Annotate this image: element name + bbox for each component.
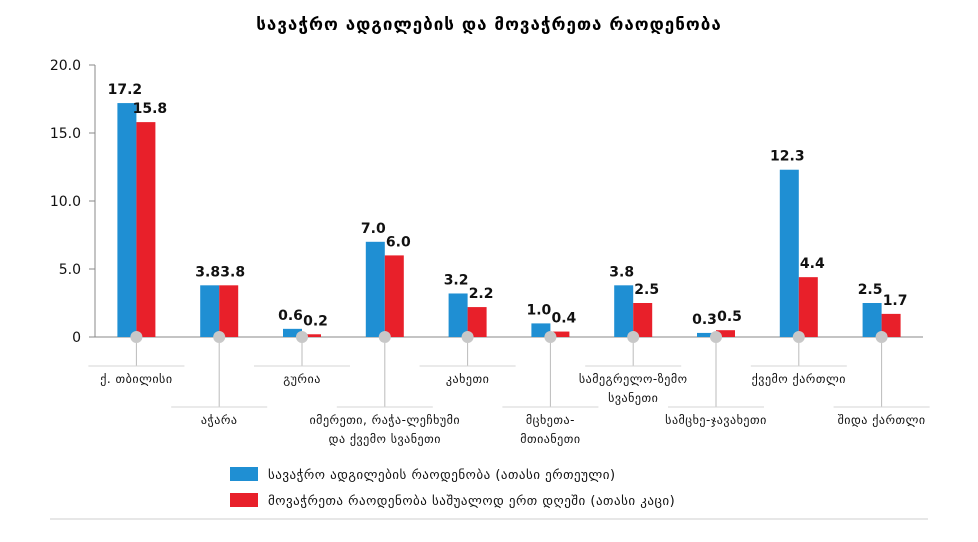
data-label: 0.2	[303, 313, 328, 329]
category-labels: ქ. თბილისი აჭარა გურია იმერეთი, რაჭა-ლეჩხუმ…	[88, 331, 930, 446]
bar-places	[200, 285, 220, 337]
bar-traders	[550, 331, 570, 337]
category-label: გურია	[283, 372, 321, 386]
bar-traders	[384, 255, 404, 337]
data-label: 2.5	[858, 282, 883, 298]
category-label: მცხეთა-	[526, 413, 575, 427]
bar-places	[365, 241, 385, 337]
bar-places	[862, 303, 882, 337]
data-label: 15.8	[133, 101, 168, 117]
category-label: მთიანეთი	[520, 432, 580, 446]
bar-places	[779, 169, 799, 337]
bar-traders	[467, 307, 487, 337]
category-marker	[544, 331, 557, 343]
bar-places	[283, 328, 302, 337]
y-tick-label: 15.0	[50, 126, 81, 142]
data-label: 17.2	[108, 82, 143, 98]
data-label: 0.5	[717, 309, 742, 325]
data-label: 0.3	[692, 312, 717, 328]
data-label: 3.8	[195, 264, 220, 280]
legend-swatch	[230, 467, 258, 481]
bar-traders	[302, 334, 321, 337]
data-label: 0.6	[278, 308, 303, 324]
legend: სავაჭრო ადგილების რაოდენობა (ათასი ერთეუ…	[50, 467, 928, 520]
category-label: იმერეთი, რაჭა-ლეჩხუმი	[309, 413, 460, 427]
data-label: 3.2	[444, 272, 469, 288]
data-label: 7.0	[361, 221, 386, 237]
y-tick-label: 10.0	[50, 194, 81, 210]
bar-places	[448, 293, 468, 337]
data-label: 3.8	[220, 264, 245, 280]
bar-traders	[881, 313, 901, 337]
category-label: შიდა ქართლი	[838, 413, 926, 427]
data-label: 1.0	[526, 302, 551, 318]
category-label: სამეგრელო-ზემო	[579, 372, 688, 386]
category-marker	[378, 331, 391, 343]
bar-traders	[798, 277, 818, 337]
data-label: 1.7	[883, 293, 908, 309]
y-tick-label: 0	[72, 330, 81, 346]
data-label: 0.4	[551, 311, 576, 327]
bar-places	[697, 332, 716, 337]
y-tick-label: 20.0	[50, 58, 81, 74]
category-label: სვანეთი	[608, 391, 658, 405]
category-marker	[792, 331, 805, 343]
bar-places	[117, 103, 137, 337]
category-label: და ქვემო სვანეთი	[329, 432, 441, 446]
data-label: 6.0	[386, 234, 411, 250]
data-label: 12.3	[770, 149, 805, 165]
category-marker	[296, 331, 308, 343]
category-marker	[461, 331, 474, 343]
legend-label: სავაჭრო ადგილების რაოდენობა (ათასი ერთეუ…	[268, 468, 616, 483]
bar-traders	[716, 330, 735, 337]
category-marker	[627, 331, 640, 343]
category-marker	[710, 331, 722, 343]
value-labels: 17.215.83.8 3.80.6 0.27.06.03.22.21.00.43.…	[108, 82, 908, 329]
category-label: სამცხე-ჯავახეთი	[665, 413, 767, 427]
bar-places	[614, 285, 634, 337]
category-label: ქ. თბილისი	[100, 372, 172, 386]
data-label: 2.2	[469, 286, 494, 302]
bar-traders	[136, 122, 156, 338]
category-label: აჭარა	[201, 413, 238, 427]
category-marker	[875, 331, 888, 343]
legend-swatch	[230, 493, 258, 507]
category-marker	[130, 331, 143, 343]
bar-traders	[219, 285, 239, 337]
bar-traders	[633, 303, 653, 337]
bars	[117, 103, 901, 338]
category-label: კახეთი	[446, 372, 489, 386]
category-marker	[213, 331, 226, 343]
data-label: 3.8	[609, 264, 634, 280]
y-tick-label: 5.0	[59, 262, 81, 278]
category-label: ქვემო ქართლი	[752, 372, 846, 386]
legend-label: მოვაჭრეთა რაოდენობა საშუალოდ ერთ დღეში (…	[268, 494, 675, 509]
data-label: 4.4	[800, 256, 825, 272]
chart-title: სავაჭრო ადგილების და მოვაჭრეთა რაოდენობა	[256, 15, 722, 35]
data-label: 2.5	[634, 282, 659, 298]
